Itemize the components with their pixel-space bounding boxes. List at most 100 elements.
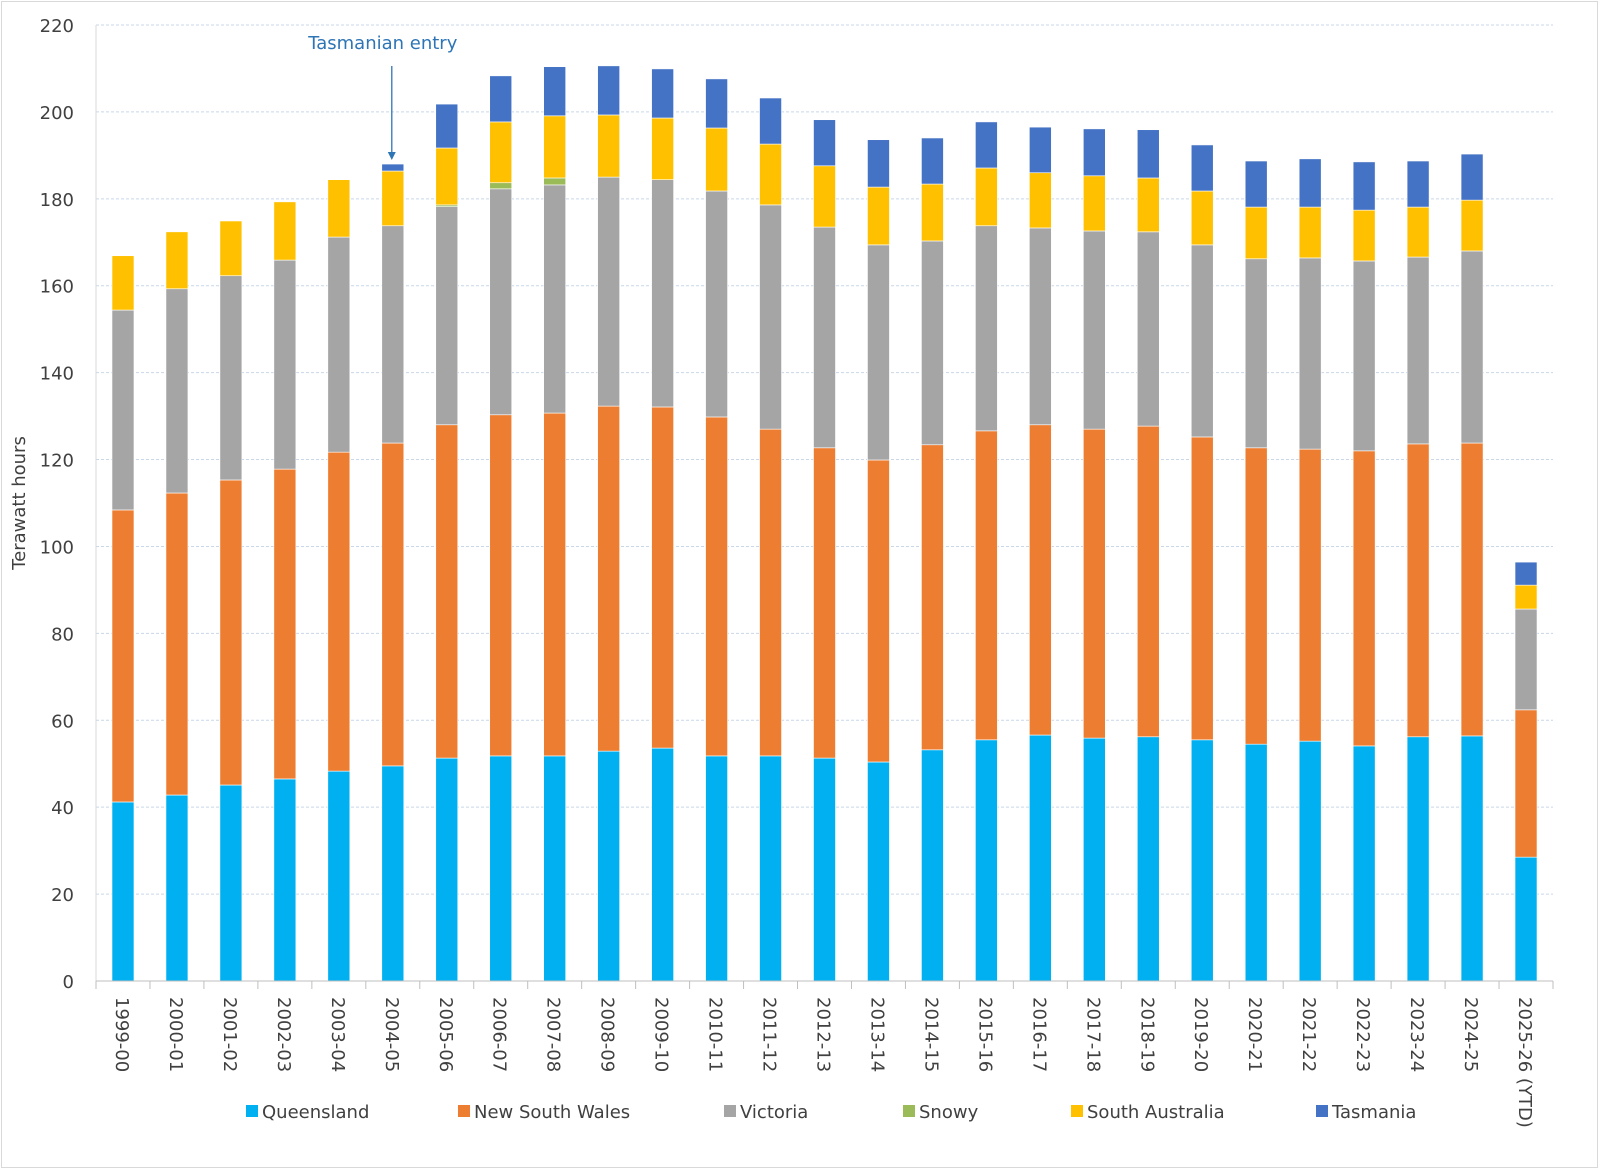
x-tick-label: 2019-20 <box>1190 997 1211 1072</box>
bar-segment <box>1406 736 1430 982</box>
bar-segment <box>489 75 513 123</box>
legend-label: Victoria <box>740 1102 808 1123</box>
bar-segment <box>273 259 297 470</box>
bar-segment <box>489 182 513 190</box>
bar-segment <box>1460 250 1484 444</box>
bar-segment <box>165 288 189 494</box>
bar-segment <box>1514 561 1538 586</box>
bar-segment <box>543 184 566 414</box>
y-tick-label: 220 <box>40 16 74 37</box>
bar-segment <box>975 167 998 227</box>
bar-segment <box>543 115 566 179</box>
bar-segment <box>1244 447 1268 745</box>
y-tick-label: 120 <box>40 451 74 472</box>
x-tick-label: 1999-00 <box>111 997 132 1072</box>
y-tick-label: 200 <box>40 103 74 124</box>
bar-segment <box>543 755 566 982</box>
bar-segment <box>1136 231 1160 427</box>
bar-segment <box>651 179 674 408</box>
bar-segment <box>1298 740 1322 982</box>
x-tick-label: 2023-24 <box>1406 997 1427 1072</box>
bar-segment <box>921 137 944 185</box>
x-tick-label: 2003-04 <box>327 997 348 1072</box>
bar-segment <box>543 412 566 757</box>
bar-segment <box>1136 425 1160 738</box>
bar-segment <box>759 204 782 430</box>
bar-segment <box>759 97 782 145</box>
bar-segment <box>489 755 513 982</box>
bar-segment <box>1029 172 1052 229</box>
bar-segment <box>489 414 513 757</box>
y-tick-label: 0 <box>63 972 74 993</box>
y-tick-label: 40 <box>51 798 74 819</box>
bar-segment <box>489 188 513 416</box>
bar-segment <box>813 165 836 228</box>
y-tick-label: 180 <box>40 190 74 211</box>
bar-segment <box>651 406 674 749</box>
y-tick-label: 60 <box>51 711 74 732</box>
bar-segment <box>759 428 782 757</box>
bar-segment <box>597 405 620 752</box>
bar-segment <box>1352 161 1376 211</box>
bar-segment <box>1029 734 1052 982</box>
bar-segment <box>975 121 998 169</box>
x-tick-label: 2021-22 <box>1298 997 1319 1072</box>
bar-segment <box>273 778 297 982</box>
legend-label: Snowy <box>919 1102 979 1123</box>
bar-segment <box>435 147 459 206</box>
bar-segment <box>1244 258 1268 449</box>
bar-segment <box>975 739 998 982</box>
bar-segment <box>813 226 836 449</box>
x-tick-label: 2005-06 <box>435 997 456 1072</box>
bar-segment <box>921 444 944 751</box>
bar-segment <box>705 416 728 757</box>
bar-segment <box>1352 260 1376 452</box>
legend-swatch <box>724 1105 736 1117</box>
bar-segment <box>1514 608 1538 711</box>
bar-segment <box>1514 584 1538 610</box>
bar-segment <box>1460 199 1484 252</box>
bars <box>111 65 1538 982</box>
x-tick-label: 2008-09 <box>597 997 618 1072</box>
bar-segment <box>165 794 189 982</box>
bar-segment <box>489 121 513 184</box>
bar-segment <box>273 201 297 261</box>
legend-swatch <box>1316 1105 1328 1117</box>
x-tick-label: 2007-08 <box>543 997 564 1072</box>
bar-segment <box>651 747 674 982</box>
bar-segment <box>219 275 243 481</box>
bar-segment <box>705 190 728 418</box>
bar-segment <box>1298 158 1322 208</box>
bar-segment <box>111 255 135 311</box>
bar-segment <box>921 749 944 982</box>
annotation-arrow-head <box>387 152 396 161</box>
bar-segment <box>381 225 405 444</box>
y-tick-label: 140 <box>40 364 74 385</box>
bar-segment <box>597 114 620 178</box>
y-tick-label: 160 <box>40 277 74 298</box>
bar-segment <box>435 103 459 149</box>
y-tick-label: 80 <box>51 624 74 645</box>
bar-segment <box>867 459 890 763</box>
bar-segment <box>327 451 351 772</box>
bar-segment <box>1352 450 1376 747</box>
bar-segment <box>219 784 243 982</box>
bar-segment <box>1190 190 1214 246</box>
x-tick-label: 2015-16 <box>974 997 995 1072</box>
legend-swatch <box>903 1105 915 1117</box>
bar-segment <box>1136 736 1160 982</box>
bar-segment <box>543 66 566 117</box>
bar-segment <box>1460 735 1484 982</box>
bar-segment <box>1244 206 1268 260</box>
bar-segment <box>327 179 351 238</box>
annotation-text: Tasmanian entry <box>307 33 457 54</box>
x-tick-label: 2016-17 <box>1028 997 1049 1072</box>
bar-segment <box>111 309 135 511</box>
legend-label: New South Wales <box>474 1102 630 1123</box>
bar-segment <box>111 801 135 982</box>
bar-segment <box>111 509 135 803</box>
bar-segment <box>1460 442 1484 737</box>
y-tick-label: 100 <box>40 537 74 558</box>
x-tick-label: 2004-05 <box>381 997 402 1072</box>
